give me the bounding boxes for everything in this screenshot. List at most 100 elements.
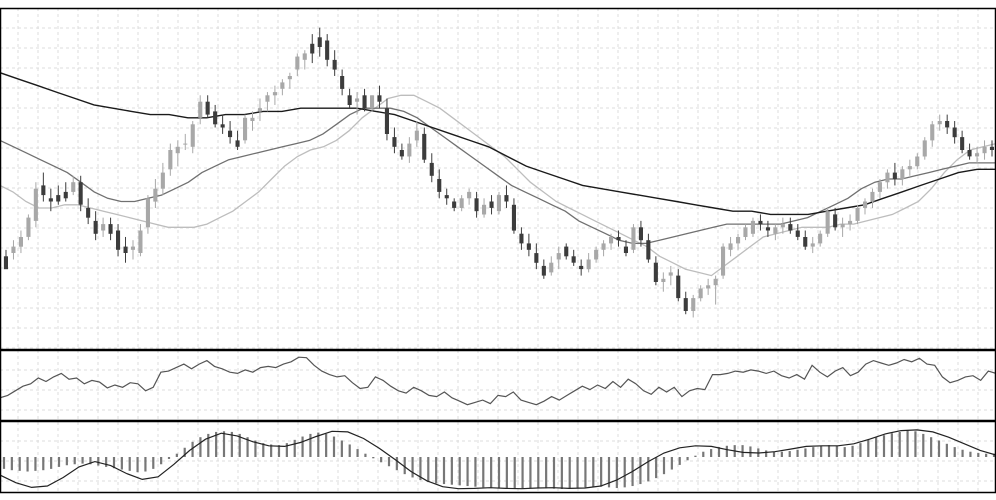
candle-body	[56, 195, 61, 202]
candle-body	[145, 198, 150, 228]
candle-body	[213, 111, 218, 125]
candle-body	[3, 256, 8, 270]
histogram-panel	[0, 429, 996, 490]
candle-body	[11, 246, 16, 253]
candle-body	[833, 214, 838, 228]
candle-body	[452, 201, 457, 208]
candle-body	[706, 285, 711, 289]
candle-body	[937, 121, 942, 125]
candle-body	[257, 108, 262, 112]
candle-body	[108, 224, 113, 234]
candle-body	[556, 253, 561, 260]
candle-body	[788, 224, 793, 231]
candle-body	[205, 101, 210, 115]
candle-body	[698, 288, 703, 299]
candle-body	[362, 95, 367, 109]
candle-body	[123, 246, 128, 253]
candle-body	[586, 259, 591, 270]
candle-body	[892, 172, 897, 179]
candle-body	[571, 256, 576, 263]
candle-body	[160, 172, 165, 189]
candle-body	[228, 130, 233, 138]
candle-body	[870, 191, 875, 202]
candle-body	[773, 227, 778, 234]
moving-average-mid	[0, 107, 996, 245]
candle-body	[810, 243, 815, 247]
candle-body	[780, 224, 785, 228]
candle-body	[93, 220, 98, 234]
candle-body	[63, 191, 68, 199]
candle-body	[384, 108, 389, 134]
candle-body	[989, 146, 994, 150]
candle-body	[818, 233, 823, 244]
candle-body	[803, 237, 808, 247]
candle-body	[713, 278, 718, 286]
candle-body	[489, 201, 494, 208]
candle-body	[467, 191, 472, 199]
candle-body	[511, 204, 516, 231]
candle-body	[534, 253, 539, 263]
candle-body	[765, 227, 770, 231]
candle-body	[967, 150, 972, 157]
candle-body	[459, 198, 464, 208]
candle-body	[175, 146, 180, 154]
candle-body	[519, 233, 524, 244]
candle-body	[653, 262, 658, 282]
candle-body	[407, 143, 412, 157]
candle-body	[982, 146, 987, 154]
candle-body	[609, 237, 614, 244]
candle-body	[541, 265, 546, 276]
candle-body	[848, 220, 853, 225]
candle-body	[863, 201, 868, 208]
candle-body	[907, 166, 912, 170]
candle-body	[504, 195, 509, 202]
candle-body	[496, 195, 501, 212]
candle-body	[340, 76, 345, 89]
candle-body	[915, 156, 920, 167]
candle-body	[952, 127, 957, 138]
candle-body	[26, 217, 31, 237]
candle-body	[302, 53, 307, 60]
candle-body	[198, 101, 203, 118]
candle-body	[661, 278, 666, 282]
candle-body	[683, 298, 688, 311]
candle-body	[190, 124, 195, 147]
candle-body	[399, 150, 404, 157]
candle-body	[623, 246, 628, 253]
candle-body	[795, 230, 800, 237]
candle-body	[183, 143, 188, 145]
candle-body	[676, 275, 681, 299]
candle-body	[750, 220, 755, 234]
candle-body	[377, 95, 382, 102]
candle-body	[594, 249, 599, 260]
candle-body	[564, 246, 569, 257]
candle-body	[168, 150, 173, 170]
candle-body	[317, 37, 322, 47]
candle-body	[310, 43, 315, 54]
candle-body	[41, 185, 46, 196]
candle-body	[265, 95, 270, 102]
candle-body	[71, 182, 76, 192]
candle-body	[153, 188, 158, 202]
candle-body	[877, 182, 882, 192]
candle-body	[138, 230, 143, 253]
candle-body	[474, 198, 479, 212]
price-panel	[0, 27, 996, 318]
candle-body	[130, 246, 135, 250]
candle-body	[332, 59, 337, 70]
candle-body	[922, 140, 927, 157]
candle-body	[579, 265, 584, 270]
candle-body	[601, 243, 606, 250]
candle-body	[945, 121, 950, 128]
candle-body	[721, 246, 726, 276]
candle-body	[220, 124, 225, 128]
candle-body	[101, 224, 106, 231]
candle-body	[287, 76, 292, 80]
candle-body	[272, 92, 277, 96]
candle-body	[638, 227, 643, 241]
candle-body	[631, 227, 636, 250]
moving-average-dark	[0, 72, 996, 216]
candle-body	[855, 208, 860, 221]
candle-body	[370, 95, 375, 109]
